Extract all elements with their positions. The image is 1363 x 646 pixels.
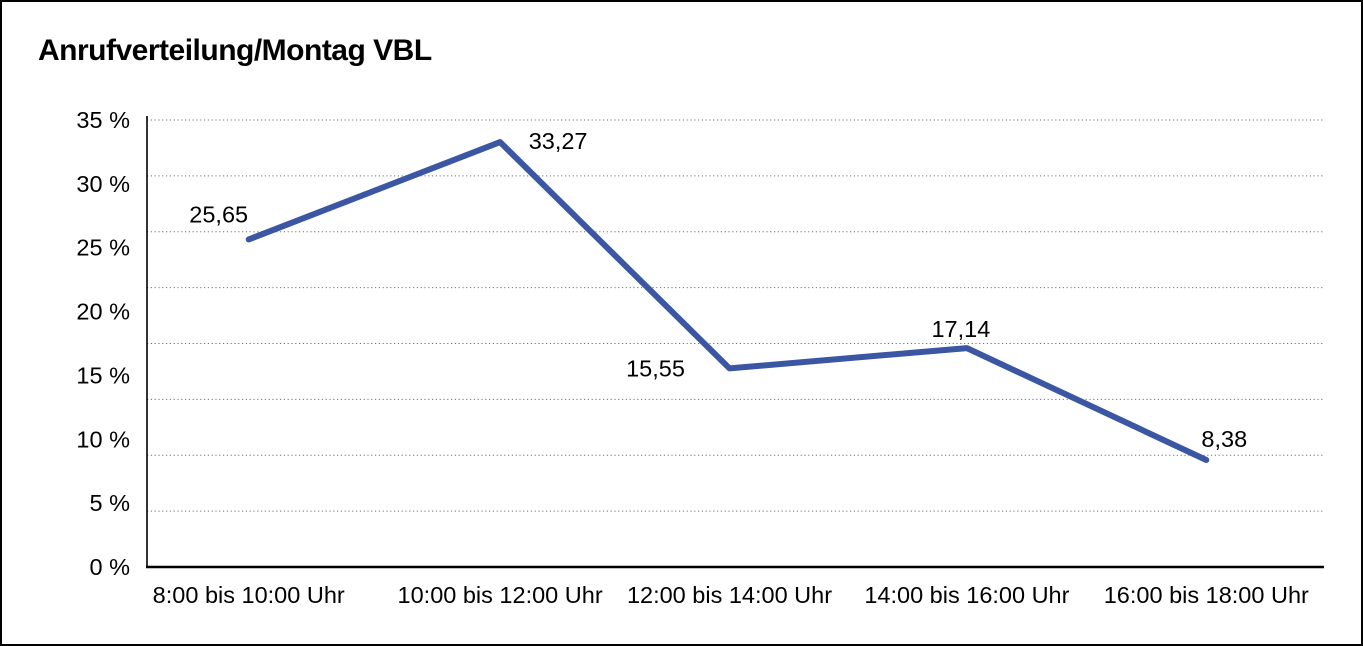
y-axis-tick-label: 20 % <box>76 299 130 325</box>
y-axis-tick-label: 15 % <box>76 362 130 388</box>
x-axis-category-label: 16:00 bis 18:00 Uhr <box>1104 582 1309 608</box>
y-axis-tick-label: 5 % <box>90 490 131 516</box>
x-axis-category-label: 8:00 bis 10:00 Uhr <box>153 582 345 608</box>
x-axis-category-label: 12:00 bis 14:00 Uhr <box>627 582 832 608</box>
y-axis-tick-label: 25 % <box>76 235 130 261</box>
data-point-label: 15,55 <box>626 355 685 381</box>
y-axis-tick-label: 10 % <box>76 426 130 452</box>
data-point-label: 17,14 <box>931 316 990 342</box>
y-axis-tick-label: 0 % <box>90 554 131 580</box>
chart-title: Anrufverteilung/Montag VBL <box>38 34 432 67</box>
y-axis-tick-label: 30 % <box>76 171 130 197</box>
x-axis-category-label: 14:00 bis 16:00 Uhr <box>864 582 1069 608</box>
data-point-label: 8,38 <box>1201 426 1247 452</box>
data-point-label: 25,65 <box>189 201 248 227</box>
data-point-label: 33,27 <box>529 128 588 154</box>
x-axis-category-label: 10:00 bis 12:00 Uhr <box>398 582 603 608</box>
data-line <box>245 139 1210 463</box>
y-axis-tick-label: 35 % <box>76 107 130 133</box>
